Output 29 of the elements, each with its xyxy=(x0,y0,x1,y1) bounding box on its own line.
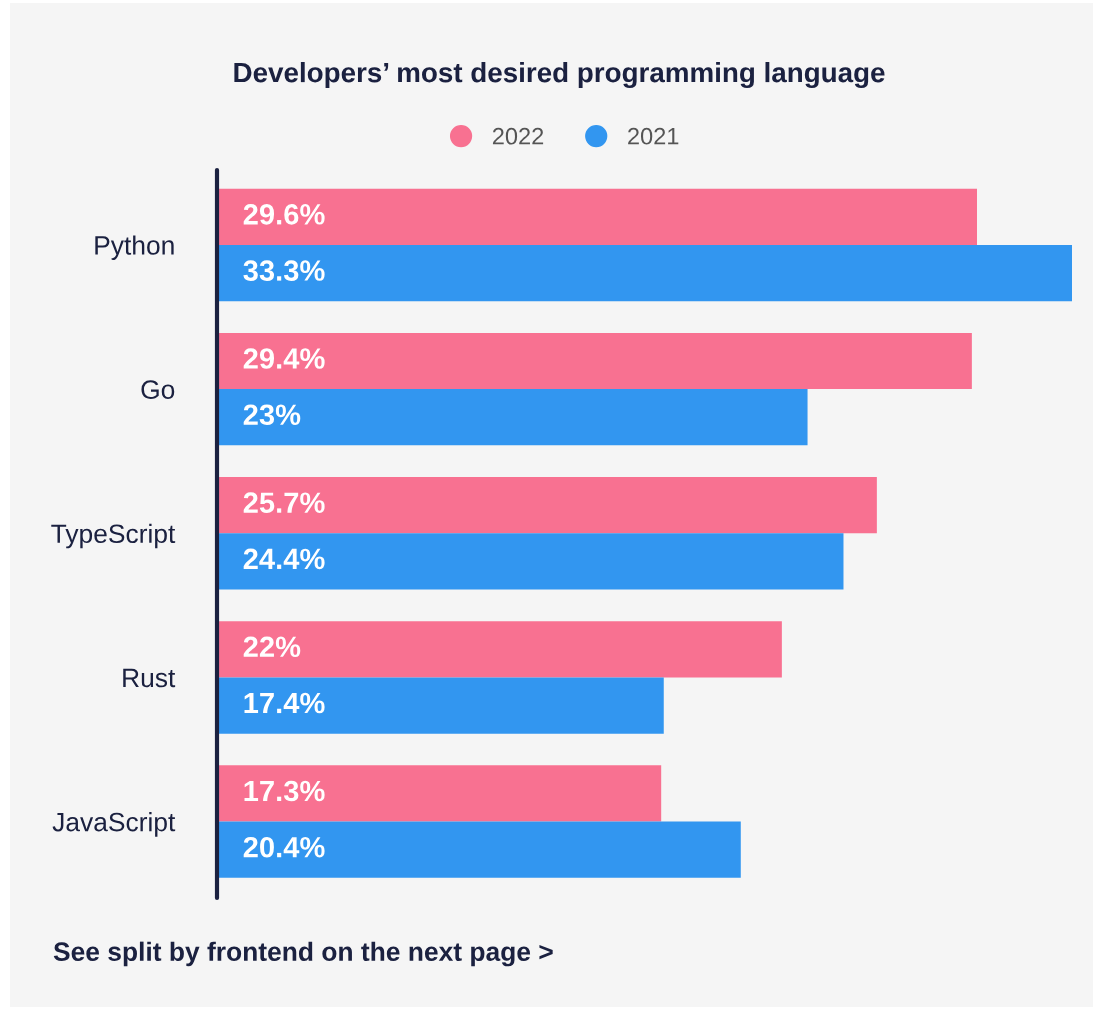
legend-label: 2022 xyxy=(492,127,544,145)
y-tick-label: Python xyxy=(95,235,174,260)
data-label: 25.7% xyxy=(243,492,325,513)
text: See split by frontend on the next page > xyxy=(53,941,553,967)
data-label: 23% xyxy=(243,404,301,426)
chart-title: Developers’ most desired programming language xyxy=(234,61,885,89)
y-tick-label: TypeScript xyxy=(51,523,176,549)
data-label: 17.3% xyxy=(244,780,325,802)
legend-label: 2021 xyxy=(628,127,679,145)
bar xyxy=(217,332,972,390)
bar xyxy=(217,477,877,534)
data-label: 29.4% xyxy=(243,348,325,369)
data-label: 17.4% xyxy=(244,692,325,714)
data-label: 20.4% xyxy=(243,836,325,858)
data-label: 22% xyxy=(243,636,301,658)
bar xyxy=(217,677,664,734)
bar xyxy=(217,244,1072,302)
y-tick-label: Go xyxy=(141,380,175,399)
y-tick-label: JavaScript xyxy=(52,812,176,837)
data-label: 24.4% xyxy=(243,548,325,570)
bar xyxy=(217,533,844,590)
bar xyxy=(217,389,808,446)
bar xyxy=(217,188,977,245)
data-label: 33.3% xyxy=(243,260,325,281)
bar xyxy=(217,765,662,822)
bar xyxy=(217,621,782,678)
bar xyxy=(217,821,741,878)
y-tick-label: Rust xyxy=(123,668,176,688)
data-label: 29.6% xyxy=(243,204,325,225)
